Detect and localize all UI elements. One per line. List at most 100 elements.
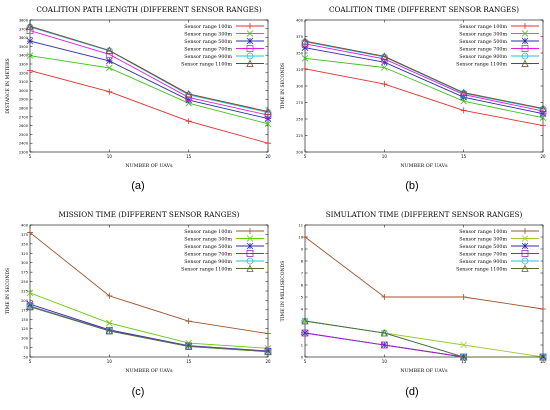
data-point: [26, 289, 34, 297]
data-point: [106, 64, 113, 72]
series-line: [29, 306, 269, 353]
data-point: [106, 319, 113, 327]
chart-c-svg: MISSION TIME (DIFFERENT SENSOR RANGES) 50…: [5, 210, 272, 374]
series-2: [301, 54, 547, 121]
data-point: [26, 22, 34, 30]
series-6: [301, 317, 547, 361]
data-point: [27, 67, 33, 74]
legend-marker: [247, 228, 253, 234]
legend-marker: [521, 59, 529, 67]
legend-label: Sensor range 300m: [184, 236, 232, 242]
series-line: [304, 236, 544, 310]
y-axis-label: TIME IN SECONDS: [280, 63, 286, 109]
y-tick-label: 2600: [19, 124, 29, 128]
legend-marker: [246, 52, 254, 60]
y-tick-label: 3500: [19, 45, 29, 49]
series-line: [304, 47, 544, 115]
y-tick-label: 3700: [19, 27, 29, 31]
x-tick-label: 10: [107, 359, 113, 364]
series-5: [26, 23, 272, 116]
series-line: [29, 40, 269, 119]
series-line: [29, 305, 269, 352]
y-tick-label: 3400: [19, 54, 29, 58]
data-point: [380, 329, 388, 337]
legend-marker: [521, 37, 529, 45]
legend-label: Sensor range 1100m: [456, 61, 507, 67]
y-tick-label: 225: [21, 290, 28, 294]
data-point: [26, 302, 34, 311]
x-tick-label: 5: [304, 154, 307, 159]
data-point: [301, 329, 309, 337]
y-tick-label: 8: [301, 260, 304, 264]
data-point: [27, 229, 33, 236]
plot-frame: [304, 19, 544, 153]
x-axis-label: NUMBER OF UAVs: [125, 163, 173, 169]
chart-title: COALITION TIME (DIFFERENT SENSOR RANGES): [329, 5, 519, 14]
data-point: [301, 54, 309, 62]
series-line: [304, 41, 544, 110]
legend-marker: [521, 52, 529, 60]
y-tick-label: 11: [298, 224, 303, 228]
data-point: [302, 65, 308, 72]
legend-marker: [246, 264, 254, 272]
y-tick-label: 5: [301, 296, 303, 300]
data-point: [265, 140, 271, 147]
legend-label: Sensor range 100m: [184, 24, 232, 30]
legend-marker: [246, 250, 254, 257]
y-tick-label: 7: [301, 272, 303, 276]
series-line: [304, 43, 544, 112]
chart-panel-b: COALITION TIME (DIFFERENT SENSOR RANGES)…: [275, 0, 550, 205]
data-point: [380, 341, 388, 349]
data-point: [185, 318, 192, 325]
x-tick-label: 5: [304, 359, 307, 364]
chart-title: COALITION PATH LENGTH (DIFFERENT SENSOR …: [36, 5, 261, 14]
series-line: [304, 68, 544, 127]
legend-marker: [521, 264, 529, 272]
series-line: [304, 320, 543, 358]
legend-label: Sensor range 700m: [184, 251, 232, 257]
legend-label: Sensor range 900m: [459, 259, 507, 265]
series-3: [301, 44, 547, 118]
x-tick-label: 10: [107, 154, 113, 159]
legend-label: Sensor range 100m: [459, 24, 507, 30]
x-tick-label: 10: [382, 154, 388, 159]
data-point: [540, 122, 546, 129]
y-tick-label: 0: [301, 356, 304, 360]
y-tick-label: 3000: [19, 89, 29, 93]
y-tick-label: 2900: [19, 98, 29, 102]
y-tick-label: 3600: [19, 36, 29, 40]
y-ticks: 200 225 250 275 300 325 350 375 400: [296, 19, 543, 155]
y-tick-label: 3200: [19, 71, 29, 75]
y-tick-label: 2300: [19, 151, 29, 155]
series-5: [26, 303, 272, 356]
x-axis-label: NUMBER OF UAVs: [125, 368, 173, 374]
caption-a: (a): [131, 180, 145, 192]
data-point: [380, 52, 388, 60]
y-tick-label: 200: [296, 151, 304, 155]
x-tick-label: 15: [186, 154, 192, 159]
chart-b-svg: COALITION TIME (DIFFERENT SENSOR RANGES)…: [280, 5, 547, 169]
series-line: [29, 26, 269, 113]
series-1: [302, 65, 546, 129]
chart-a-svg: COALITION PATH LENGTH (DIFFERENT SENSOR …: [5, 5, 272, 169]
data-point: [460, 341, 467, 349]
data-point: [264, 107, 272, 115]
y-tick-label: 250: [296, 118, 304, 122]
series-6: [26, 302, 272, 356]
y-tick-label: 400: [21, 224, 29, 228]
y-tick-label: 9: [301, 248, 304, 252]
y-tick-label: 50: [23, 356, 28, 360]
y-tick-label: 275: [296, 101, 303, 105]
x-tick-label: 10: [382, 359, 388, 364]
x-tick-label: 20: [540, 359, 546, 364]
x-ticks: 5 10 15 20: [29, 225, 271, 364]
data-point: [301, 329, 309, 337]
data-point: [264, 120, 272, 128]
data-point: [460, 294, 467, 300]
data-point: [106, 326, 113, 334]
data-point: [185, 118, 192, 125]
y-ticks: 50 75 100 125 150 175 200 225 250 275 300 325 350 375…: [21, 224, 268, 360]
y-tick-label: 225: [296, 134, 303, 138]
data-point: [105, 46, 113, 54]
